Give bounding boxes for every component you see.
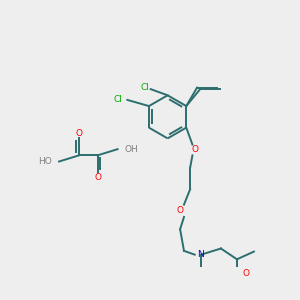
Text: OH: OH: [124, 145, 138, 154]
Text: O: O: [94, 173, 101, 182]
Text: N: N: [197, 250, 204, 259]
Text: Cl: Cl: [114, 95, 123, 104]
Text: O: O: [76, 128, 82, 137]
Text: O: O: [243, 269, 250, 278]
Text: O: O: [177, 206, 184, 215]
Text: Cl: Cl: [140, 83, 149, 92]
Text: HO: HO: [38, 157, 52, 166]
Text: O: O: [191, 146, 198, 154]
